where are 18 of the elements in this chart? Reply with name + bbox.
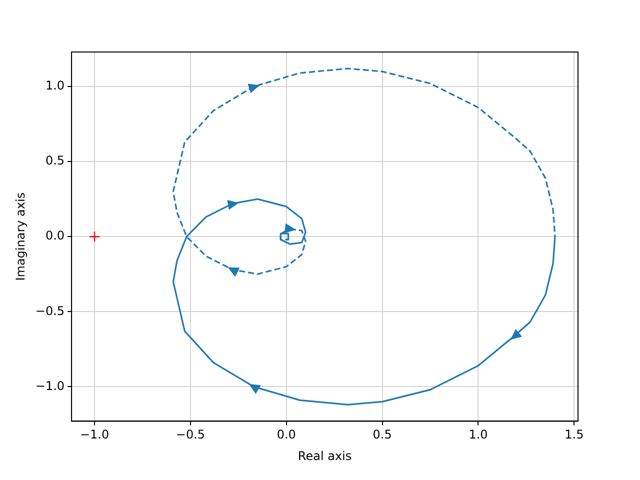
- x-tick-label: −1.0: [80, 428, 110, 442]
- point: [248, 384, 261, 394]
- x-axis-title: Real axis: [298, 448, 352, 463]
- x-tick-label: 0.0: [276, 428, 296, 442]
- x-tick-label: 1.0: [468, 428, 488, 442]
- y-tick-label: 1.0: [45, 78, 65, 93]
- point: [248, 83, 260, 93]
- point: [227, 266, 240, 276]
- y-axis-title: Imaginary axis: [13, 192, 28, 281]
- point: [226, 200, 239, 210]
- y-tick-label: 0.5: [45, 154, 65, 168]
- y-tick-label: 0.0: [45, 228, 65, 243]
- y-tick-label: −0.5: [35, 304, 65, 318]
- x-tick-label: 0.5: [372, 428, 392, 442]
- y-tick-label: −1.0: [35, 378, 65, 393]
- point: [88, 231, 100, 242]
- x-tick-label: −0.5: [176, 428, 206, 442]
- x-tick-label: 1.5: [564, 428, 584, 442]
